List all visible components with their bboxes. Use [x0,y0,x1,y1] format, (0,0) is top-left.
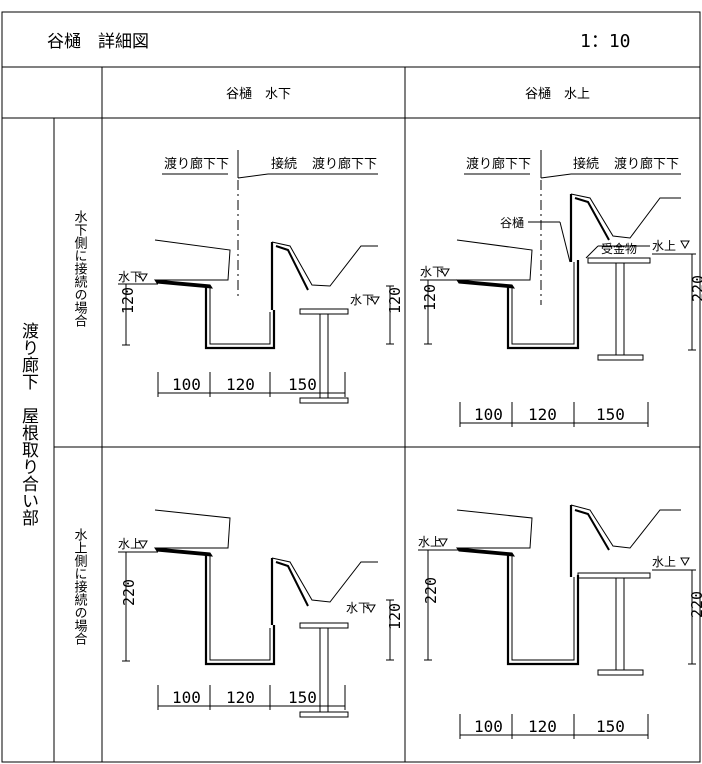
detail-bottom-left: 水上 水下 220 120 100 120 150 [118,510,404,717]
detail-top-left: 渡り廊下 下 接続 渡り廊下 下 水下 水下 120 [118,150,404,403]
dim-120-right: 120 [386,287,404,314]
detail-top-right: 渡り廊下 下 接続 渡り廊下 下 谷樋 受金物 水上 水下 [420,150,702,427]
dim-120-bl-right: 120 [386,603,404,630]
dim-150-br: 150 [596,717,625,736]
label-watari-roka-shita-2-suffix: 下 [518,157,531,172]
label-tanitoi: 谷樋 [500,215,524,230]
dim-100-bl: 100 [172,688,201,707]
dim-100: 100 [172,375,201,394]
detail-bottom-right: 水上 水上 220 220 100 120 150 [418,505,702,739]
dim-150-tr: 150 [596,405,625,424]
dim-120-tr-left: 120 [421,284,439,311]
dim-120-br: 120 [528,717,557,736]
dim-120: 120 [226,375,255,394]
label-mizushita-tr: 水下 [420,265,444,279]
label-mizukami-br-right: 水上 [652,555,676,569]
label-setsuzoku: 接続 [271,156,297,172]
drawing-scale: 1：10 [580,31,631,52]
label-mizushita-left: 水下 [118,270,142,284]
dim-120-bl: 120 [226,688,255,707]
drawing-title: 谷樋 詳細図 [47,32,149,52]
dim-220-br-right: 220 [688,591,702,618]
label-mizushita-right: 水下 [350,293,374,307]
label-watari-roka-suffix: 下 [364,157,377,172]
label-mizushita-bl: 水下 [346,601,370,615]
label-watari-roka-shita-suffix: 下 [216,157,229,172]
dim-220-br-left: 220 [422,577,440,604]
column-header-left: 谷樋 水下 [226,86,291,102]
dim-120-tr: 120 [528,405,557,424]
label-mizukami-br-left: 水上 [418,535,442,549]
dim-120-left: 120 [119,287,137,314]
label-setsuzoku-2: 接続 [573,156,599,172]
label-mizukami-bl: 水上 [118,537,142,551]
dim-150: 150 [288,375,317,394]
dim-100-tr: 100 [474,405,503,424]
dim-100-br: 100 [474,717,503,736]
label-watari-roka-2: 渡り廊下 [614,156,666,172]
label-watari-roka-shita: 渡り廊下 [164,156,216,172]
row-label-bottom: 水上側に接続の場合 [72,528,88,645]
table-frame [2,12,700,762]
label-ukekanamono: 受金物 [601,241,637,256]
row-group-label: 渡り廊下 屋根取り合い部 [18,322,39,526]
dim-220-tr-right: 220 [689,275,702,302]
dim-220-bl-left: 220 [120,579,138,606]
dim-150-bl: 150 [288,688,317,707]
label-watari-roka: 渡り廊下 [312,156,364,172]
label-mizukami-tr: 水上 [652,239,676,253]
label-watari-roka-shita-2: 渡り廊下 [466,156,518,172]
label-watari-roka-2-suffix: 下 [666,157,679,172]
column-header-right: 谷樋 水上 [525,86,590,102]
row-label-top: 水下側に接続の場合 [72,210,88,327]
